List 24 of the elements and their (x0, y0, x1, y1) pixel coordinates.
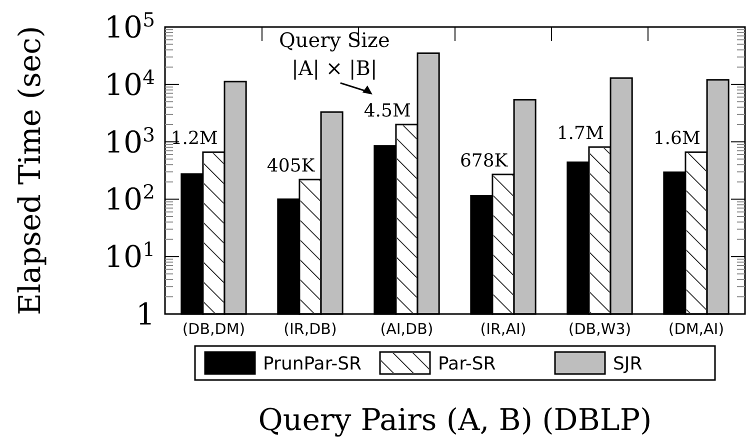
y-tick-label: 10$^{1}$ (104, 238, 155, 276)
x-tick-label: (DB,W3) (568, 320, 632, 338)
legend-label: SJR (613, 353, 642, 374)
annotation: 678K (460, 150, 508, 172)
legend-label: Par-SR (438, 353, 496, 374)
y-tick-label: 10$^{5}$ (104, 8, 155, 46)
y-tick-label: 1 (136, 298, 155, 332)
annotation: 405K (266, 156, 316, 177)
x-tick-label: (AI,DB) (380, 320, 434, 338)
x-tick-label: (IR,AI) (480, 320, 526, 338)
y-tick-label: 10$^{4}$ (104, 65, 155, 103)
annotation: 4.5M (364, 100, 411, 122)
x-tick-label: (DM,AI) (668, 320, 724, 338)
y-axis-title: Elapsed Time (sec) (13, 26, 48, 316)
y-tick-label: 10$^{3}$ (104, 122, 155, 160)
annotation: 1.2M (170, 128, 218, 150)
x-axis-title: Query Pairs (A, B) (DBLP) (258, 403, 652, 438)
annotation: 1.7M (556, 123, 604, 144)
annotation: Query Size |A| × |B| (279, 28, 390, 80)
y-tick-label: 10$^{2}$ (104, 180, 155, 218)
annotation: 1.6M (653, 128, 700, 150)
legend-label: PrunPar-SR (263, 353, 362, 374)
x-tick-label: (DB,DM) (182, 320, 246, 338)
x-tick-label: (IR,DB) (284, 320, 337, 338)
